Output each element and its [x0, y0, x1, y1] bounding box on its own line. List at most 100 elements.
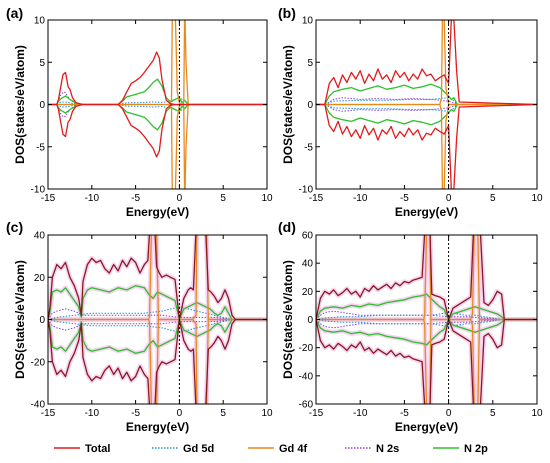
- series-line-total-down: [316, 318, 537, 404]
- y-tick-label: -40: [299, 371, 314, 382]
- y-axis-label: DOS(states/eV/atom): [281, 260, 295, 379]
- series-line-n-2s-down: [316, 319, 537, 329]
- x-tick-label: 5: [490, 193, 496, 204]
- panel-b: (b)-15 -10 -5 0 5 10-10-50510Energy(eV)DOS(st…: [278, 5, 543, 219]
- y-tick-label: 0: [307, 100, 313, 111]
- panel-a: (a)-15 -10 -5 0 5 10-10-50510Energy(eV)DOS(st…: [6, 5, 273, 219]
- panel-letter: (d): [278, 219, 296, 235]
- legend-label-gd-4f: Gd 4f: [279, 443, 307, 455]
- x-tick-label: -15: [41, 193, 56, 204]
- series-line-total-down: [48, 318, 267, 404]
- x-axis-label: Energy(eV): [395, 205, 458, 219]
- x-tick-label: 5: [220, 193, 226, 204]
- y-tick-label: -10: [299, 185, 314, 196]
- y-tick-label: -60: [299, 400, 314, 411]
- y-tick-label: -20: [299, 343, 314, 354]
- y-tick-label: 5: [39, 58, 45, 69]
- series-line-total-up: [316, 20, 537, 106]
- y-tick-label: -5: [304, 142, 313, 153]
- y-tick-label: 20: [302, 287, 314, 298]
- legend-label-n-2p: N 2p: [464, 443, 488, 455]
- x-tick-label: 10: [531, 193, 543, 204]
- x-tick-label: -10: [85, 193, 100, 204]
- plot-area: [48, 20, 267, 189]
- y-tick-label: 0: [39, 100, 45, 111]
- series-line-n-2p-up: [316, 293, 537, 321]
- series-line-n-2s-up: [48, 308, 267, 320]
- y-tick-label: 10: [34, 16, 46, 27]
- y-tick-label: 40: [34, 231, 46, 242]
- series-line-total-up: [48, 51, 267, 106]
- series-line-n-2p-down: [316, 103, 537, 126]
- y-tick-label: 40: [302, 259, 314, 270]
- series-line-n-2p-up: [48, 78, 267, 106]
- panel-letter: (b): [278, 5, 296, 21]
- series-line-gd-5d-up: [48, 306, 267, 320]
- series-line-n-2p-up: [48, 285, 267, 321]
- plot-area: [316, 20, 537, 189]
- series-line-n-2p-down: [48, 318, 267, 354]
- x-axis-label: Energy(eV): [395, 420, 458, 434]
- panel-d: (d) -15 -10 -5 0 5 10 -60 -40 -20 0 20 40 60 Energy(eV…: [278, 219, 543, 434]
- x-tick-label: 10: [531, 408, 543, 419]
- x-tick-label: -15: [41, 408, 56, 419]
- y-tick-label: -20: [31, 357, 46, 368]
- series-line-gd-5d-up: [316, 97, 537, 105]
- y-tick-label: -40: [31, 400, 46, 411]
- series-line-gd-4f-up: [316, 20, 537, 106]
- y-tick-label: -5: [36, 142, 45, 153]
- y-tick-label: 20: [34, 273, 46, 284]
- series-line-n-2p-down: [316, 318, 537, 346]
- x-tick-label: 0: [446, 408, 452, 419]
- plot-area: [316, 235, 537, 404]
- x-tick-label: 5: [220, 408, 226, 419]
- panel-c: (c) -15 -10 -5 0 5 10 -40 -20 0 20 40 Energy(eV) DOS(…: [6, 219, 273, 434]
- series-line-n-2s-up: [316, 310, 537, 320]
- series-line-n-2s-up: [316, 97, 537, 105]
- panel-letter: (a): [6, 5, 23, 21]
- x-tick-label: -10: [85, 408, 100, 419]
- series-line-gd-4f-down: [316, 318, 537, 404]
- y-axis-label: DOS(states/eV/atom): [13, 45, 27, 164]
- legend: Total Gd 5d Gd 4f N 2s N 2p: [54, 443, 488, 455]
- legend-label-n-2s: N 2s: [376, 443, 399, 455]
- x-tick-label: -5: [131, 193, 140, 204]
- x-axis-label: Energy(eV): [126, 420, 189, 434]
- y-tick-label: 0: [39, 315, 45, 326]
- series-line-total-down: [48, 103, 267, 158]
- series-line-total-up: [316, 235, 537, 321]
- y-tick-label: -10: [31, 185, 46, 196]
- y-tick-label: 10: [302, 16, 314, 27]
- series-line-total-down: [316, 103, 537, 189]
- x-tick-label: -15: [309, 408, 324, 419]
- series-line-gd-4f-down: [48, 318, 267, 404]
- x-tick-label: -5: [400, 193, 409, 204]
- series-line-n-2s-down: [48, 104, 267, 118]
- legend-label-total: Total: [85, 443, 110, 455]
- x-tick-label: 5: [490, 408, 496, 419]
- legend-label-gd-5d: Gd 5d: [183, 443, 214, 455]
- y-axis-label: DOS(states/eV/atom): [13, 260, 27, 379]
- y-tick-label: 0: [307, 315, 313, 326]
- x-tick-label: -5: [131, 408, 140, 419]
- y-tick-label: 5: [307, 58, 313, 69]
- series-line-gd-5d-up: [316, 312, 537, 320]
- series-line-gd-4f-down: [48, 103, 267, 189]
- x-tick-label: -15: [309, 193, 324, 204]
- panel-letter: (c): [6, 219, 23, 235]
- series-line-n-2p-down: [48, 103, 267, 131]
- series-line-gd-5d-down: [316, 319, 537, 327]
- y-tick-label: 60: [302, 231, 314, 242]
- series-line-n-2s-down: [316, 104, 537, 112]
- plot-area: [48, 235, 267, 404]
- x-tick-label: -10: [353, 408, 368, 419]
- series-line-gd-5d-down: [316, 104, 537, 112]
- series-line-n-2p-up: [316, 83, 537, 106]
- series-line-gd-4f-up: [48, 20, 267, 106]
- x-tick-label: -10: [353, 193, 368, 204]
- series-line-gd-5d-down: [48, 319, 267, 333]
- series-line-gd-4f-down: [316, 103, 537, 189]
- x-tick-label: 0: [177, 408, 183, 419]
- x-tick-label: 0: [177, 193, 183, 204]
